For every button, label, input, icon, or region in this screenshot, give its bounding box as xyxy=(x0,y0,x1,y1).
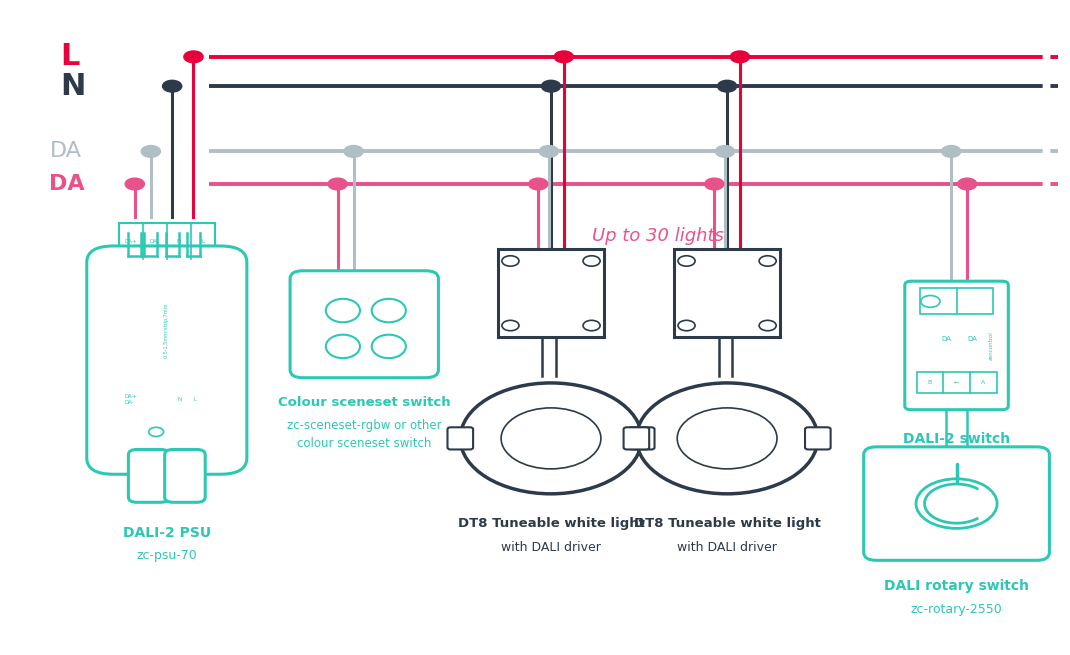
Circle shape xyxy=(678,320,696,331)
FancyBboxPatch shape xyxy=(165,449,205,502)
Text: DA+
DA-: DA+ DA- xyxy=(124,394,137,405)
Circle shape xyxy=(343,145,363,157)
Text: DA: DA xyxy=(49,141,81,161)
Text: DA+: DA+ xyxy=(124,238,137,244)
Text: zc-psu-70: zc-psu-70 xyxy=(137,550,197,562)
FancyBboxPatch shape xyxy=(805,427,830,449)
Text: DALI-2 switch: DALI-2 switch xyxy=(903,432,1010,446)
Circle shape xyxy=(501,408,601,469)
Text: N: N xyxy=(60,71,86,101)
Circle shape xyxy=(149,427,164,436)
Text: A: A xyxy=(981,380,985,384)
Text: ←: ← xyxy=(954,380,959,384)
Text: L: L xyxy=(60,43,79,71)
FancyBboxPatch shape xyxy=(447,427,473,449)
Text: DA: DA xyxy=(967,337,978,343)
Circle shape xyxy=(637,383,817,494)
Circle shape xyxy=(328,178,347,190)
Circle shape xyxy=(583,320,600,331)
Circle shape xyxy=(583,255,600,266)
Circle shape xyxy=(759,320,776,331)
Text: with DALI driver: with DALI driver xyxy=(501,542,601,554)
Ellipse shape xyxy=(326,335,360,358)
Ellipse shape xyxy=(371,299,406,322)
Text: zc-sceneset-rgbw or other
colour sceneset switch: zc-sceneset-rgbw or other colour scenese… xyxy=(287,419,442,450)
Text: DALI-2 PSU: DALI-2 PSU xyxy=(123,527,211,540)
Circle shape xyxy=(705,178,724,190)
Text: Up to 30 lights: Up to 30 lights xyxy=(592,227,723,245)
Bar xyxy=(498,250,605,337)
Circle shape xyxy=(539,145,559,157)
Circle shape xyxy=(163,81,182,92)
Bar xyxy=(674,250,780,337)
Text: zc-rotary-2550: zc-rotary-2550 xyxy=(911,603,1003,616)
FancyBboxPatch shape xyxy=(863,447,1050,560)
FancyBboxPatch shape xyxy=(624,427,649,449)
FancyBboxPatch shape xyxy=(128,449,169,502)
Text: with DALI driver: with DALI driver xyxy=(677,542,777,554)
Bar xyxy=(917,372,996,393)
Circle shape xyxy=(916,479,997,529)
Text: DT8 Tuneable white light: DT8 Tuneable white light xyxy=(458,517,644,530)
FancyBboxPatch shape xyxy=(629,427,655,449)
Bar xyxy=(119,223,215,259)
Circle shape xyxy=(718,81,737,92)
Circle shape xyxy=(502,255,519,266)
Text: N: N xyxy=(177,238,181,244)
Text: DA: DA xyxy=(49,174,85,194)
Circle shape xyxy=(125,178,144,190)
Text: B: B xyxy=(928,380,932,384)
Text: 0.5-1.5mm²strip 7mm: 0.5-1.5mm²strip 7mm xyxy=(165,303,169,358)
Circle shape xyxy=(731,51,749,63)
Circle shape xyxy=(716,145,735,157)
Circle shape xyxy=(677,408,777,469)
FancyBboxPatch shape xyxy=(905,281,1008,409)
FancyBboxPatch shape xyxy=(290,271,439,378)
Circle shape xyxy=(942,145,961,157)
Ellipse shape xyxy=(326,299,360,322)
Text: DT8 Tuneable white light: DT8 Tuneable white light xyxy=(633,517,821,530)
Text: L: L xyxy=(201,238,204,244)
Circle shape xyxy=(759,255,776,266)
Text: DA-: DA- xyxy=(150,238,159,244)
Text: L: L xyxy=(194,397,197,402)
Circle shape xyxy=(502,320,519,331)
Circle shape xyxy=(958,178,977,190)
Ellipse shape xyxy=(371,335,406,358)
Circle shape xyxy=(460,383,642,494)
Circle shape xyxy=(554,51,574,63)
Circle shape xyxy=(184,51,203,63)
Circle shape xyxy=(541,81,561,92)
Bar xyxy=(920,288,993,314)
Circle shape xyxy=(141,145,160,157)
Circle shape xyxy=(678,255,696,266)
Text: Colour sceneset switch: Colour sceneset switch xyxy=(278,396,450,409)
Circle shape xyxy=(921,295,941,307)
Text: DALI rotary switch: DALI rotary switch xyxy=(884,578,1029,593)
Text: zc-switch: zc-switch xyxy=(928,455,985,468)
Text: zencontrol: zencontrol xyxy=(989,331,994,360)
Text: DA: DA xyxy=(941,337,951,343)
FancyBboxPatch shape xyxy=(87,246,247,474)
Text: N: N xyxy=(178,397,182,402)
Circle shape xyxy=(529,178,548,190)
